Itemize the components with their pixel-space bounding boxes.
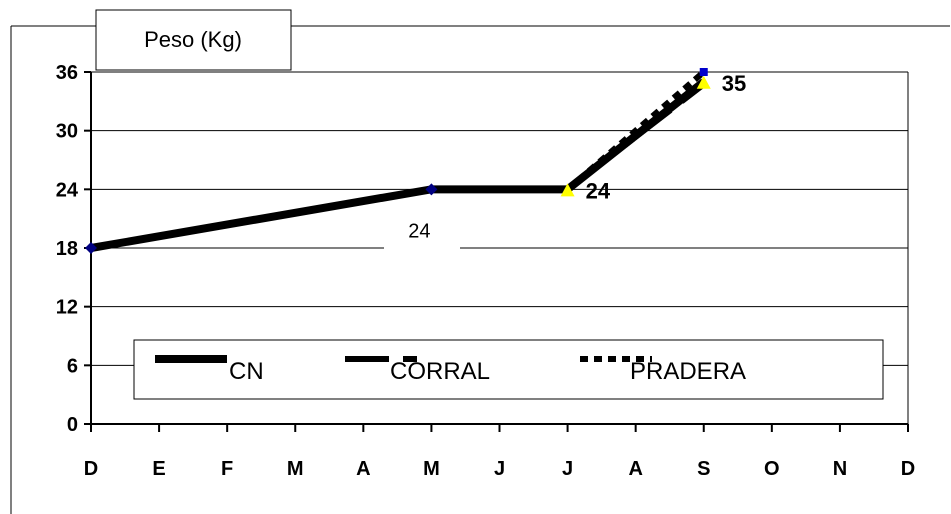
y-tick-label: 24 bbox=[56, 179, 79, 201]
x-tick-label: N bbox=[833, 458, 847, 480]
x-tick-label: D bbox=[84, 458, 98, 480]
legend-label-corral: CORRAL bbox=[390, 358, 490, 385]
marker-square bbox=[699, 68, 708, 76]
x-tick-label: E bbox=[152, 458, 165, 480]
x-tick-label: S bbox=[697, 458, 710, 480]
x-tick-label: F bbox=[221, 458, 233, 480]
y-tick-label: 12 bbox=[56, 297, 78, 319]
y-tick-label: 0 bbox=[67, 414, 78, 436]
y-tick-labels: 0 6 12 18 24 30 36 bbox=[56, 62, 79, 436]
marker-diamond bbox=[85, 242, 97, 254]
series-lines bbox=[90, 69, 708, 252]
legend-label-cn: CN bbox=[229, 358, 264, 385]
x-tick-label: J bbox=[494, 458, 505, 480]
x-tick-label: A bbox=[628, 458, 642, 480]
marker-triangle bbox=[696, 75, 711, 89]
y-tick-label: 6 bbox=[67, 355, 78, 377]
data-labels: 24 35 24 bbox=[408, 71, 746, 243]
x-tick-label: A bbox=[356, 458, 370, 480]
legend: CN CORRAL PRADERA bbox=[155, 355, 746, 385]
y-tick-label: 30 bbox=[56, 121, 78, 143]
x-tick-label: M bbox=[423, 458, 440, 480]
chart-frame bbox=[10, 25, 950, 514]
x-tick-label: O bbox=[764, 458, 780, 480]
series-line-cn bbox=[90, 78, 707, 252]
x-tick-label: J bbox=[562, 458, 573, 480]
marker-diamond bbox=[425, 183, 438, 196]
data-label: 35 bbox=[722, 71, 746, 96]
legend-box bbox=[133, 339, 884, 400]
title-box bbox=[95, 9, 292, 71]
data-label-background bbox=[384, 212, 460, 252]
legend-label-pradera: PRADERA bbox=[630, 358, 746, 385]
x-tick-label: D bbox=[901, 458, 915, 480]
y-tick-label: 36 bbox=[56, 62, 78, 84]
y-tick-label: 18 bbox=[56, 238, 78, 260]
data-label: 24 bbox=[586, 178, 611, 203]
marker-triangle bbox=[560, 183, 575, 197]
x-tick-label: M bbox=[287, 458, 304, 480]
chart-title: Peso (Kg) bbox=[144, 27, 242, 52]
data-label: 24 bbox=[408, 220, 430, 242]
series-markers bbox=[85, 68, 711, 254]
gridlines bbox=[91, 71, 908, 366]
